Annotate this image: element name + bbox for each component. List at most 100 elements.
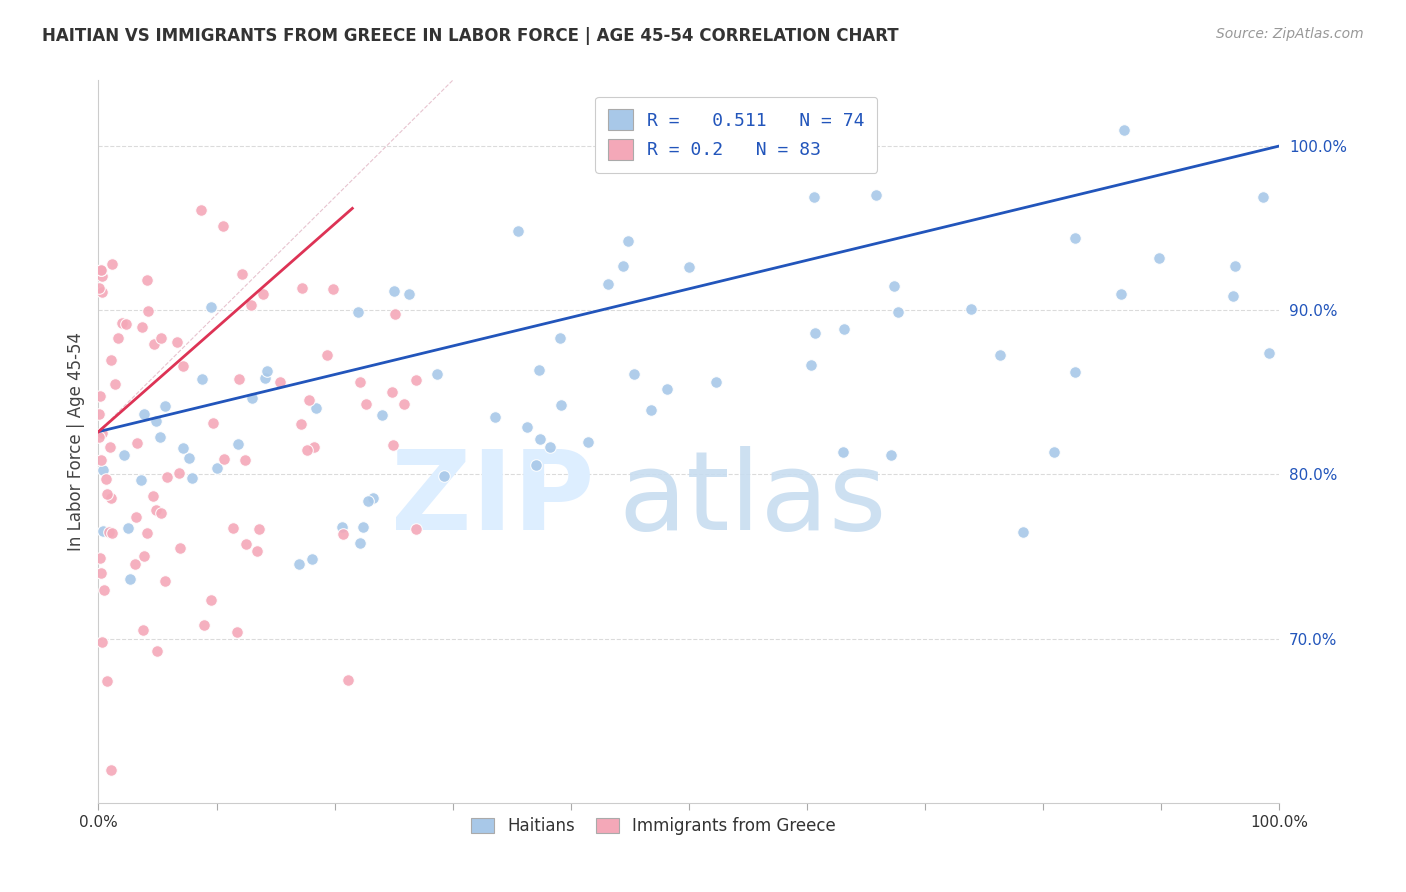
Point [212, 451, 235, 466]
Point [832, 445, 855, 459]
Point [384, 307, 406, 321]
Point [142, 337, 165, 351]
Point [269, 375, 291, 389]
Point [349, 376, 371, 390]
Point [524, 458, 547, 472]
Point [640, 403, 662, 417]
Point [1042, 445, 1064, 459]
Point [132, 549, 155, 563]
Point [131, 320, 153, 334]
Point [1251, 190, 1274, 204]
Point [1222, 289, 1244, 303]
Point [382, 437, 405, 451]
Point [111, 316, 134, 330]
Text: HAITIAN VS IMMIGRANTS FROM GREECE IN LABOR FORCE | AGE 45-54 CORRELATION CHART: HAITIAN VS IMMIGRANTS FROM GREECE IN LAB… [42, 27, 898, 45]
Point [89, 281, 111, 295]
Point [89, 388, 111, 402]
Point [832, 322, 855, 336]
Point [316, 348, 339, 362]
Point [655, 383, 678, 397]
Point [222, 521, 245, 535]
Point [149, 331, 172, 345]
Point [200, 301, 222, 315]
Point [357, 494, 380, 508]
Point [1012, 525, 1035, 540]
Point [231, 268, 253, 282]
Point [349, 536, 371, 550]
Point [100, 256, 122, 270]
Point [361, 491, 384, 505]
Point [405, 521, 427, 535]
Point [205, 460, 228, 475]
Point [297, 443, 319, 458]
Point [704, 376, 727, 390]
Point [332, 527, 354, 541]
Point [131, 623, 153, 637]
Point [145, 502, 167, 516]
Point [107, 331, 129, 345]
Point [242, 392, 264, 406]
Point [1064, 231, 1087, 245]
Point [288, 557, 311, 571]
Point [91, 285, 114, 299]
Point [135, 273, 157, 287]
Point [226, 436, 249, 450]
Point [304, 441, 326, 455]
Point [226, 625, 249, 640]
Point [239, 297, 262, 311]
Point [200, 592, 222, 607]
Point [623, 368, 645, 382]
Point [155, 399, 177, 413]
Point [803, 189, 825, 203]
Point [960, 302, 983, 317]
Point [301, 551, 323, 566]
Point [678, 260, 700, 274]
Point [887, 305, 910, 319]
Y-axis label: In Labor Force | Age 45-54: In Labor Force | Age 45-54 [66, 332, 84, 551]
Point [337, 673, 360, 688]
Point [98, 440, 121, 454]
Point [290, 281, 312, 295]
Point [297, 392, 319, 407]
Point [172, 441, 194, 455]
Point [104, 377, 127, 392]
Point [612, 259, 634, 273]
Point [253, 371, 276, 385]
Point [484, 410, 506, 425]
Point [134, 407, 156, 421]
Point [90, 262, 112, 277]
Point [212, 219, 235, 234]
Point [114, 317, 136, 331]
Text: ZIP: ZIP [391, 446, 595, 553]
Point [169, 541, 191, 555]
Point [138, 304, 160, 318]
Point [120, 573, 142, 587]
Point [347, 304, 370, 318]
Point [202, 417, 225, 431]
Point [1258, 345, 1281, 359]
Point [90, 425, 112, 440]
Point [1223, 259, 1246, 273]
Point [179, 451, 201, 466]
Point [433, 469, 456, 483]
Point [112, 449, 135, 463]
Point [865, 187, 887, 202]
Point [141, 489, 163, 503]
Point [93, 582, 115, 597]
Point [172, 359, 194, 374]
Point [193, 618, 215, 632]
Point [548, 331, 571, 345]
Point [233, 452, 256, 467]
Point [426, 367, 449, 381]
Point [398, 287, 420, 301]
Point [1112, 122, 1135, 136]
Point [381, 385, 404, 400]
Point [256, 364, 278, 378]
Point [96, 674, 118, 689]
Point [529, 432, 551, 446]
Point [153, 574, 176, 588]
Point [87, 408, 110, 422]
Point [100, 353, 122, 368]
Point [290, 417, 312, 432]
Point [988, 348, 1011, 362]
